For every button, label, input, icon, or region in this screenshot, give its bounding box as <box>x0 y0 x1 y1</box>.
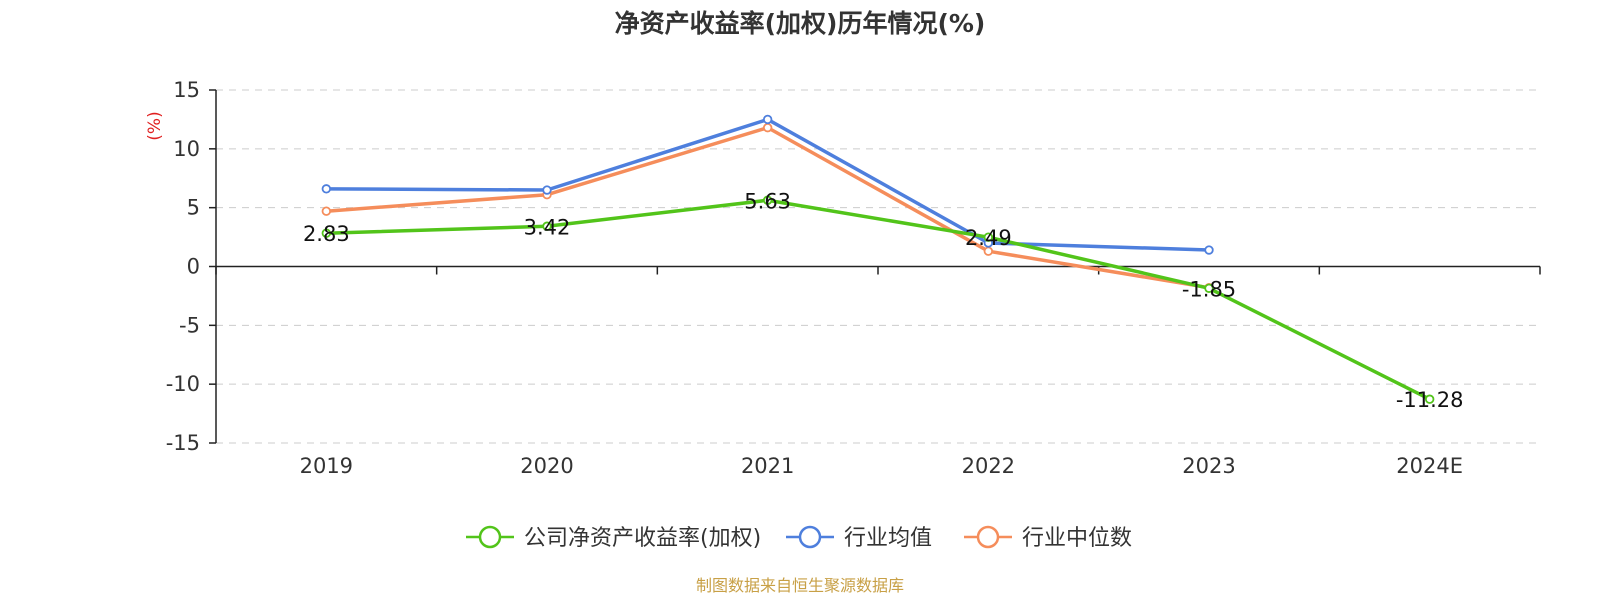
legend-label: 行业均值 <box>844 526 932 551</box>
x-tick-label: 2020 <box>520 454 573 478</box>
series-lines <box>321 114 1435 404</box>
data-point <box>321 206 332 216</box>
x-tick-label: 2022 <box>962 454 1015 478</box>
legend-marker <box>798 525 822 549</box>
legend-label: 行业中位数 <box>1022 526 1132 551</box>
data-point <box>983 232 994 242</box>
legend-label: 公司净资产收益率(加权) <box>524 526 761 551</box>
y-tick-label: 0 <box>187 255 200 279</box>
data-point <box>762 114 773 125</box>
legend-marker <box>478 525 502 549</box>
data-point <box>542 221 552 231</box>
data-label: 2.49 <box>965 226 1012 250</box>
data-point <box>321 228 332 238</box>
data-point <box>762 195 773 205</box>
x-tick-label: 2024E <box>1396 454 1463 478</box>
x-tick-label: 2021 <box>741 454 794 478</box>
y-tick-label: -5 <box>179 313 200 337</box>
data-point <box>321 184 332 194</box>
data-label: -11.28 <box>1396 388 1464 412</box>
data-labels: 2.83 3.42 5.63 2.49 -1.85 -11.28 <box>303 189 1464 412</box>
y-tick-label: 15 <box>173 78 200 102</box>
series-line <box>326 198 1431 401</box>
axes: 15 10 5 0 -5 -10 -15 2019 2020 2021 2022 2023 2024E <box>166 78 1541 478</box>
data-point <box>1204 283 1214 293</box>
data-point <box>1424 394 1435 404</box>
legend-marker <box>976 525 1000 549</box>
y-tick-label: -15 <box>166 431 200 455</box>
y-tick-label: 5 <box>187 196 200 220</box>
x-tick-label: 2019 <box>300 454 353 478</box>
y-tick-label: -10 <box>166 372 200 396</box>
legend: 公司净资产收益率(加权) 行业均值 行业中位数 <box>466 525 1132 551</box>
data-label: 3.42 <box>524 215 571 239</box>
y-axis-label: (%) <box>145 111 165 140</box>
data-label: 5.63 <box>744 189 791 213</box>
x-tick-label: 2023 <box>1182 454 1235 478</box>
data-point <box>1204 245 1214 255</box>
data-point <box>542 185 552 195</box>
source-note: 制图数据来自恒生聚源数据库 <box>696 576 904 595</box>
data-point <box>762 122 773 133</box>
data-label: -1.85 <box>1182 277 1236 301</box>
data-label: 2.83 <box>303 222 350 246</box>
y-tick-label: 10 <box>173 137 200 161</box>
chart-title: 净资产收益率(加权)历年情况(%) <box>615 9 986 38</box>
